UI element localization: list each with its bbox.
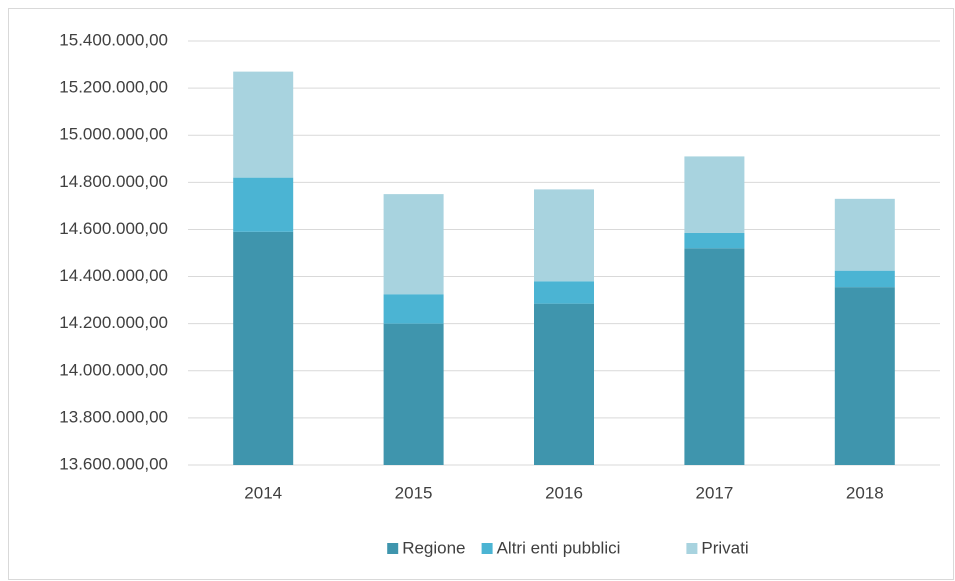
bar-segment	[233, 177, 294, 232]
bar-segment	[383, 294, 444, 324]
y-tick-label: 15.400.000,00	[59, 30, 168, 49]
bar-segment	[233, 71, 294, 178]
y-tick-label: 14.000.000,00	[59, 360, 168, 379]
legend-swatch	[387, 543, 399, 554]
bar-segment	[684, 232, 745, 249]
bar-segment	[534, 303, 594, 465]
y-tick-label: 14.200.000,00	[59, 313, 168, 332]
chart-border	[8, 8, 954, 580]
y-tick-label: 13.800.000,00	[59, 407, 168, 426]
bar-segment	[383, 194, 444, 295]
y-tick-label: 13.600.000,00	[59, 454, 168, 473]
y-tick-label: 14.600.000,00	[59, 219, 168, 238]
x-tick-label: 2017	[695, 483, 733, 502]
bar-segment	[534, 189, 594, 282]
bar-segment	[834, 198, 895, 271]
bar-segment	[383, 323, 444, 465]
bar-segment	[534, 281, 594, 304]
bar-segment	[834, 287, 895, 465]
legend-swatch	[686, 543, 698, 554]
y-tick-label: 15.000.000,00	[59, 125, 168, 144]
x-tick-label: 2014	[244, 483, 282, 502]
legend-label: Regione	[402, 538, 465, 557]
bar-segment	[834, 270, 895, 288]
y-tick-label: 15.200.000,00	[59, 78, 168, 97]
legend-label: Altri enti pubblici	[497, 538, 621, 557]
x-tick-label: 2018	[846, 483, 884, 502]
bar-segment	[233, 231, 294, 465]
legend-label: Privati	[701, 538, 748, 557]
x-tick-label: 2016	[545, 483, 583, 502]
bar-segment	[684, 156, 745, 233]
legend-swatch	[481, 543, 493, 554]
bar-segment	[684, 248, 745, 465]
x-tick-label: 2015	[395, 483, 433, 502]
y-tick-label: 14.400.000,00	[59, 266, 168, 285]
y-tick-label: 14.800.000,00	[59, 172, 168, 191]
